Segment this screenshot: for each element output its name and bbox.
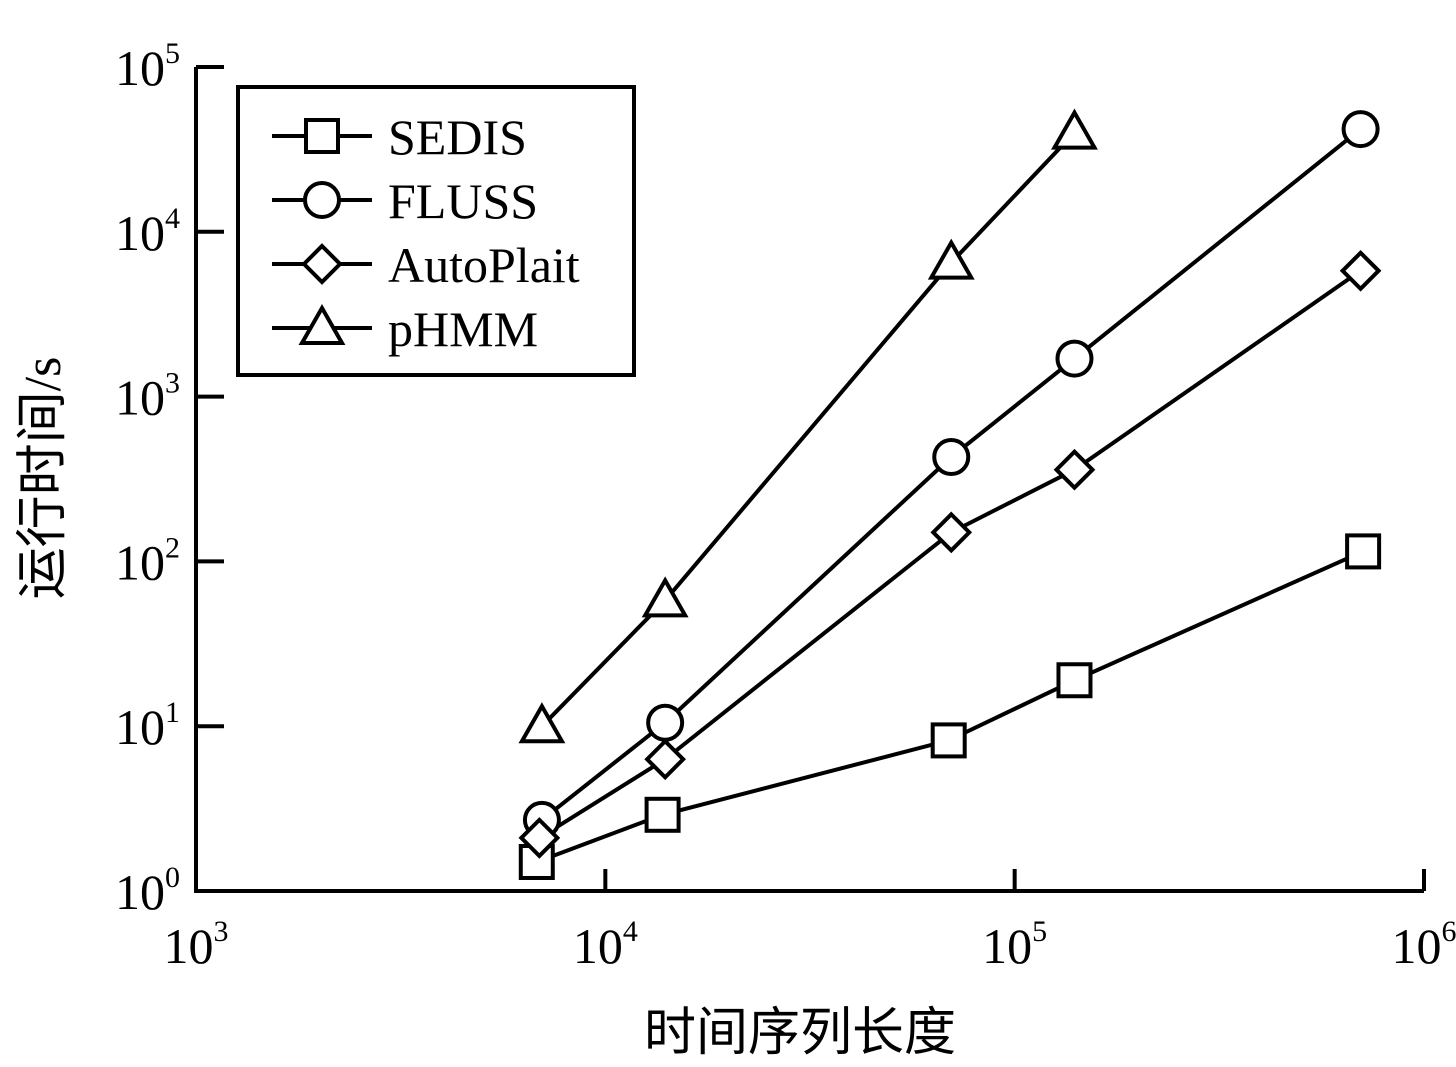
data-point-sedis — [644, 796, 681, 833]
legend-label-fluss: FLUSS — [388, 173, 538, 229]
legend-label-autoplait: AutoPlait — [388, 237, 580, 293]
y-axis-title: 运行时间/s — [15, 357, 72, 600]
data-point-sedis — [930, 722, 967, 759]
legend-label-phmm: pHMM — [388, 301, 538, 357]
data-point-phmm — [1051, 108, 1098, 150]
data-point-fluss — [1341, 110, 1380, 149]
series-layer — [518, 108, 1382, 880]
data-point-phmm — [641, 576, 689, 618]
y-tick-label: 101 — [115, 696, 180, 755]
data-point-autoplait — [518, 817, 561, 859]
data-point-autoplait — [644, 738, 686, 781]
y-tick-label: 102 — [115, 531, 180, 590]
data-point-autoplait — [1339, 249, 1382, 292]
data-point-phmm — [518, 702, 566, 744]
data-point-autoplait — [1053, 448, 1096, 491]
data-point-sedis — [1056, 662, 1093, 699]
y-tick-label: 105 — [115, 37, 180, 96]
y-tick-label: 103 — [115, 367, 180, 426]
series-line-phmm — [540, 131, 1076, 728]
legend-label-sedis: SEDIS — [388, 109, 527, 165]
data-point-fluss — [646, 703, 685, 742]
data-point-phmm — [927, 238, 975, 280]
legend-marker-phmm — [298, 303, 346, 345]
data-point-fluss — [1055, 339, 1094, 378]
legend: SEDIS FLUSS AutoPlait pHMM — [236, 85, 636, 377]
y-tick-label: 104 — [115, 202, 180, 261]
x-axis-title: 时间序列长度 — [644, 1005, 956, 1062]
x-tick-label: 103 — [164, 915, 229, 974]
data-point-fluss — [932, 438, 971, 477]
x-tick-label: 104 — [573, 915, 638, 974]
y-tick-label: 100 — [115, 861, 180, 920]
legend-marker-fluss — [303, 181, 341, 219]
legend-marker-sedis — [304, 118, 340, 154]
data-point-autoplait — [930, 511, 973, 554]
x-tick-label: 106 — [1392, 915, 1456, 974]
data-point-sedis — [1345, 533, 1382, 570]
axes: 103 104 105 106 100 101 102 103 104 105 — [115, 37, 1456, 974]
x-tick-label: 105 — [982, 915, 1047, 974]
legend-marker-autoplait — [301, 243, 343, 285]
